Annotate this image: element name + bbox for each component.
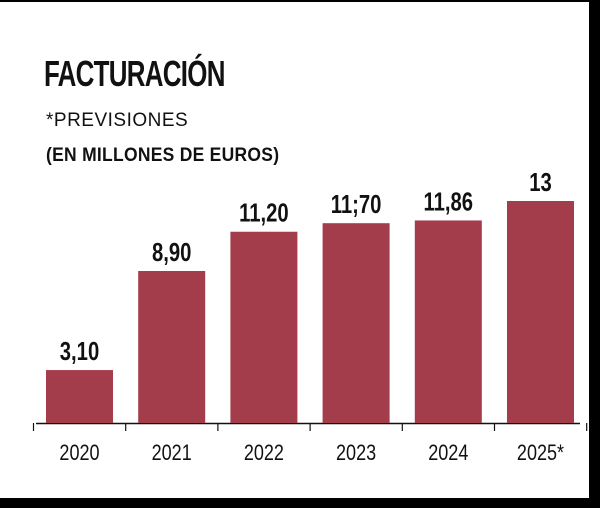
bar-2025 (507, 201, 574, 423)
x-tick-label-2024: 2024 (428, 441, 468, 465)
data-label-2021: 8,90 (152, 238, 191, 267)
data-label-2020: 3,10 (60, 337, 99, 366)
chart-card: FACTURACIÓN *PREVISIONES (EN MILLONES DE… (0, 2, 589, 498)
bar-2021 (138, 271, 206, 423)
bar-chart: 3,10 2020 8,90 2021 11,20 2022 11;70 2023 11,86 2… (32, 168, 588, 465)
data-label-2022: 11,20 (239, 198, 289, 227)
x-tick-label-2022: 2022 (244, 441, 284, 465)
bar-2020 (46, 370, 113, 423)
bar-2023 (322, 223, 390, 423)
x-tick-label-2023: 2023 (336, 441, 376, 465)
x-tick-label-2021: 2021 (152, 441, 192, 465)
x-tick-label-2025: 2025* (517, 441, 564, 465)
bar-2022 (230, 231, 298, 423)
data-label-2025: 13 (529, 168, 552, 197)
unit-subtitle: (EN MILLONES DE EUROS) (46, 145, 280, 166)
x-tick-label-2020: 2020 (59, 441, 99, 465)
data-label-2024: 11,86 (424, 187, 474, 216)
data-label-2023: 11;70 (331, 190, 382, 219)
chart-title: FACTURACIÓN (44, 53, 225, 94)
forecast-note: *PREVISIONES (46, 110, 189, 131)
bar-2024 (414, 220, 482, 423)
